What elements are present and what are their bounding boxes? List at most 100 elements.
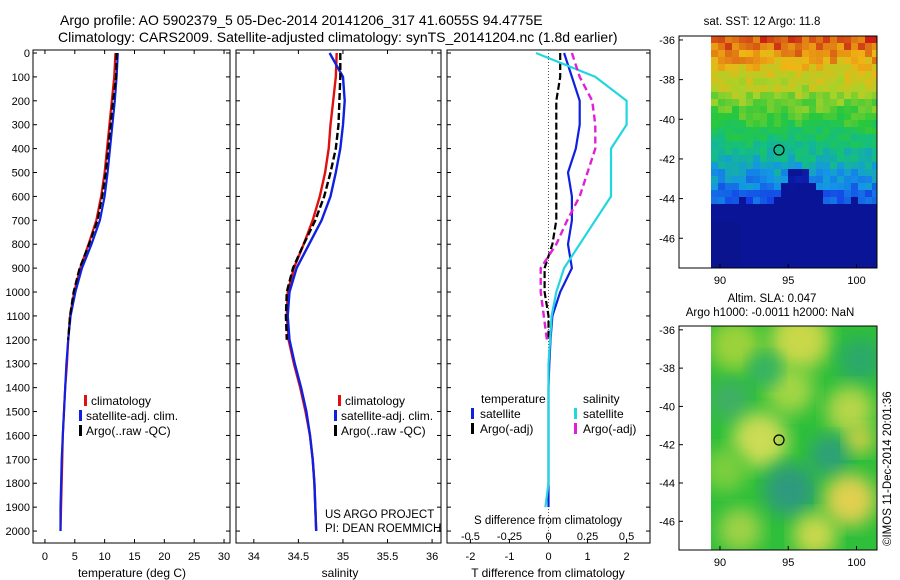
- sst-pixel: [732, 197, 739, 204]
- sst-pixel: [851, 127, 858, 134]
- sst-pixel: [781, 141, 788, 148]
- sst-pixel: [858, 92, 865, 99]
- lon-tick-label: 100: [847, 275, 865, 287]
- sst-pixel: [865, 71, 872, 78]
- sst-pixel: [788, 218, 795, 225]
- sst-pixel: [725, 78, 732, 85]
- sst-pixel: [844, 225, 851, 232]
- sst-pixel: [837, 162, 844, 169]
- sst-pixel: [795, 197, 802, 204]
- sst-pixel: [837, 43, 844, 50]
- depth-tick-label: 600: [12, 191, 30, 203]
- sst-pixel: [732, 120, 739, 127]
- lon-tick-label: 90: [714, 275, 726, 287]
- sst-pixel: [837, 211, 844, 218]
- sst-pixel: [739, 225, 746, 232]
- sst-pixel: [858, 197, 865, 204]
- sst-pixel: [711, 169, 718, 176]
- sst-pixel: [844, 134, 851, 141]
- diff-legend-t-argo: Argo(-adj): [480, 422, 533, 436]
- sst-pixel: [830, 176, 837, 183]
- sst-pixel: [865, 92, 872, 99]
- sst-pixel: [739, 211, 746, 218]
- sst-pixel: [746, 78, 753, 85]
- sst-pixel: [823, 43, 830, 50]
- sst-pixel: [823, 127, 830, 134]
- sst-pixel: [865, 197, 872, 204]
- difference-legend: temperature salinity satellite Argo(-adj…: [471, 392, 636, 436]
- sst-pixel: [739, 253, 746, 260]
- sst-pixel: [739, 85, 746, 92]
- sst-pixel: [865, 127, 872, 134]
- sst-pixel: [865, 162, 872, 169]
- sst-pixel: [837, 204, 844, 211]
- sst-pixel: [816, 64, 823, 71]
- sst-pixel: [795, 92, 802, 99]
- sst-pixel: [711, 190, 718, 197]
- sst-pixel: [809, 169, 816, 176]
- sst-pixel: [872, 106, 877, 113]
- sst-pixel: [858, 71, 865, 78]
- sst-pixel: [732, 148, 739, 155]
- sst-pixel: [830, 204, 837, 211]
- sst-pixel: [711, 222, 741, 268]
- sst-pixel: [844, 99, 851, 106]
- sst-pixel: [872, 218, 877, 225]
- sst-pixel: [837, 71, 844, 78]
- sst-pixel: [823, 211, 830, 218]
- sst-pixel: [774, 64, 781, 71]
- sst-pixel: [865, 57, 872, 64]
- sst-pixel: [746, 225, 753, 232]
- sst-pixel: [760, 50, 767, 57]
- sst-pixel: [760, 134, 767, 141]
- sst-pixel: [802, 169, 809, 176]
- sst-pixel: [823, 134, 830, 141]
- depth-tick-label: 800: [12, 239, 30, 251]
- sst-pixel: [767, 197, 774, 204]
- sst-pixel: [767, 253, 774, 260]
- sst-pixel: [774, 190, 781, 197]
- sst-pixel: [823, 253, 830, 260]
- sst-pixel: [865, 183, 872, 190]
- sst-pixel: [823, 246, 830, 253]
- sst-pixel: [802, 218, 809, 225]
- sst-pixel: [739, 50, 746, 57]
- sst-pixel: [837, 64, 844, 71]
- sst-pixel: [851, 246, 858, 253]
- sst-pixel: [795, 211, 802, 218]
- sst-pixel: [753, 141, 760, 148]
- sst-pixel: [732, 106, 739, 113]
- series-line-3: [67, 52, 118, 340]
- sst-pixel: [788, 113, 795, 120]
- sst-pixel: [844, 78, 851, 85]
- temperature-legend: climatology satellite-adj. clim. Argo(..…: [79, 394, 178, 438]
- sst-pixel: [760, 239, 767, 246]
- sst-pixel: [767, 148, 774, 155]
- sst-pixel: [795, 169, 802, 176]
- sst-pixel: [865, 50, 872, 57]
- sst-pixel: [802, 99, 809, 106]
- sst-pixel: [760, 183, 767, 190]
- sst-pixel: [823, 106, 830, 113]
- sst-pixel: [753, 190, 760, 197]
- sst-pixel: [858, 183, 865, 190]
- sst-pixel: [725, 169, 732, 176]
- sst-pixel: [725, 204, 732, 211]
- sst-pixel: [739, 190, 746, 197]
- sst-pixel: [816, 106, 823, 113]
- sst-pixel: [809, 225, 816, 232]
- sst-pixel: [732, 176, 739, 183]
- sst-pixel: [718, 64, 725, 71]
- sst-pixel: [746, 197, 753, 204]
- sst-pixel: [767, 127, 774, 134]
- sst-pixel: [739, 148, 746, 155]
- sst-pixel: [872, 260, 877, 267]
- sst-pixel: [823, 57, 830, 64]
- sst-pixel: [725, 85, 732, 92]
- sst-pixel: [830, 239, 837, 246]
- sst-pixel: [837, 260, 844, 267]
- sst-map-frame: [678, 35, 878, 269]
- sst-pixel: [823, 85, 830, 92]
- lon-tick-label: 95: [782, 557, 794, 569]
- sst-pixel: [753, 50, 760, 57]
